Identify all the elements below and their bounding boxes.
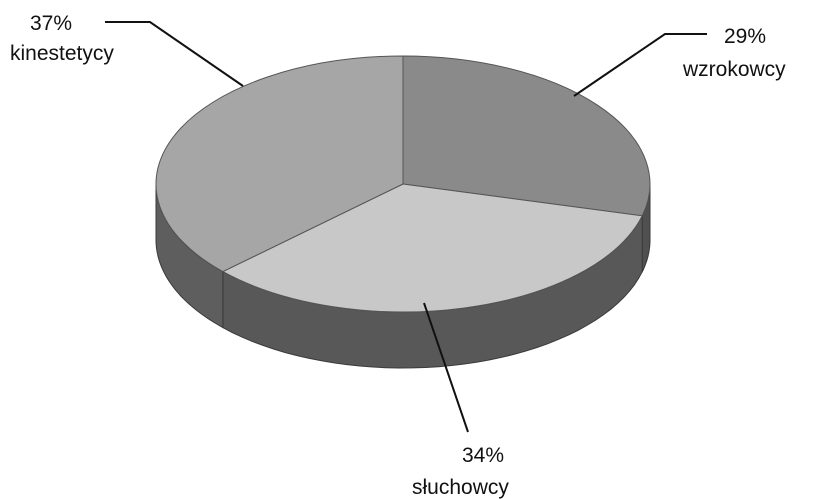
- pie-slice-wzrokowcy: [402, 55, 651, 217]
- slice-labels: 37% kinestetycy 29% wzrokowcy 34% słucho…: [10, 12, 786, 499]
- slice-percent-sluchowcy: 34%: [462, 444, 504, 467]
- slice-percent-kinestetycy: 37%: [30, 12, 72, 35]
- leader-line-sluchowcy: [423, 302, 469, 433]
- leader-line-kinestetycy: [105, 21, 244, 87]
- leader-line-wzrokowcy: [573, 33, 707, 97]
- pie-slice-kinestetycy: [155, 55, 404, 273]
- pie-slice-sluchowcy: [221, 183, 643, 313]
- slice-label-sluchowcy: słuchowcy: [412, 476, 509, 499]
- slice-label-kinestetycy: kinestetycy: [10, 42, 114, 65]
- pie-top: [155, 55, 651, 313]
- slice-percent-wzrokowcy: 29%: [724, 25, 766, 48]
- leader-lines: [105, 21, 707, 433]
- slice-label-wzrokowcy: wzrokowcy: [682, 58, 786, 81]
